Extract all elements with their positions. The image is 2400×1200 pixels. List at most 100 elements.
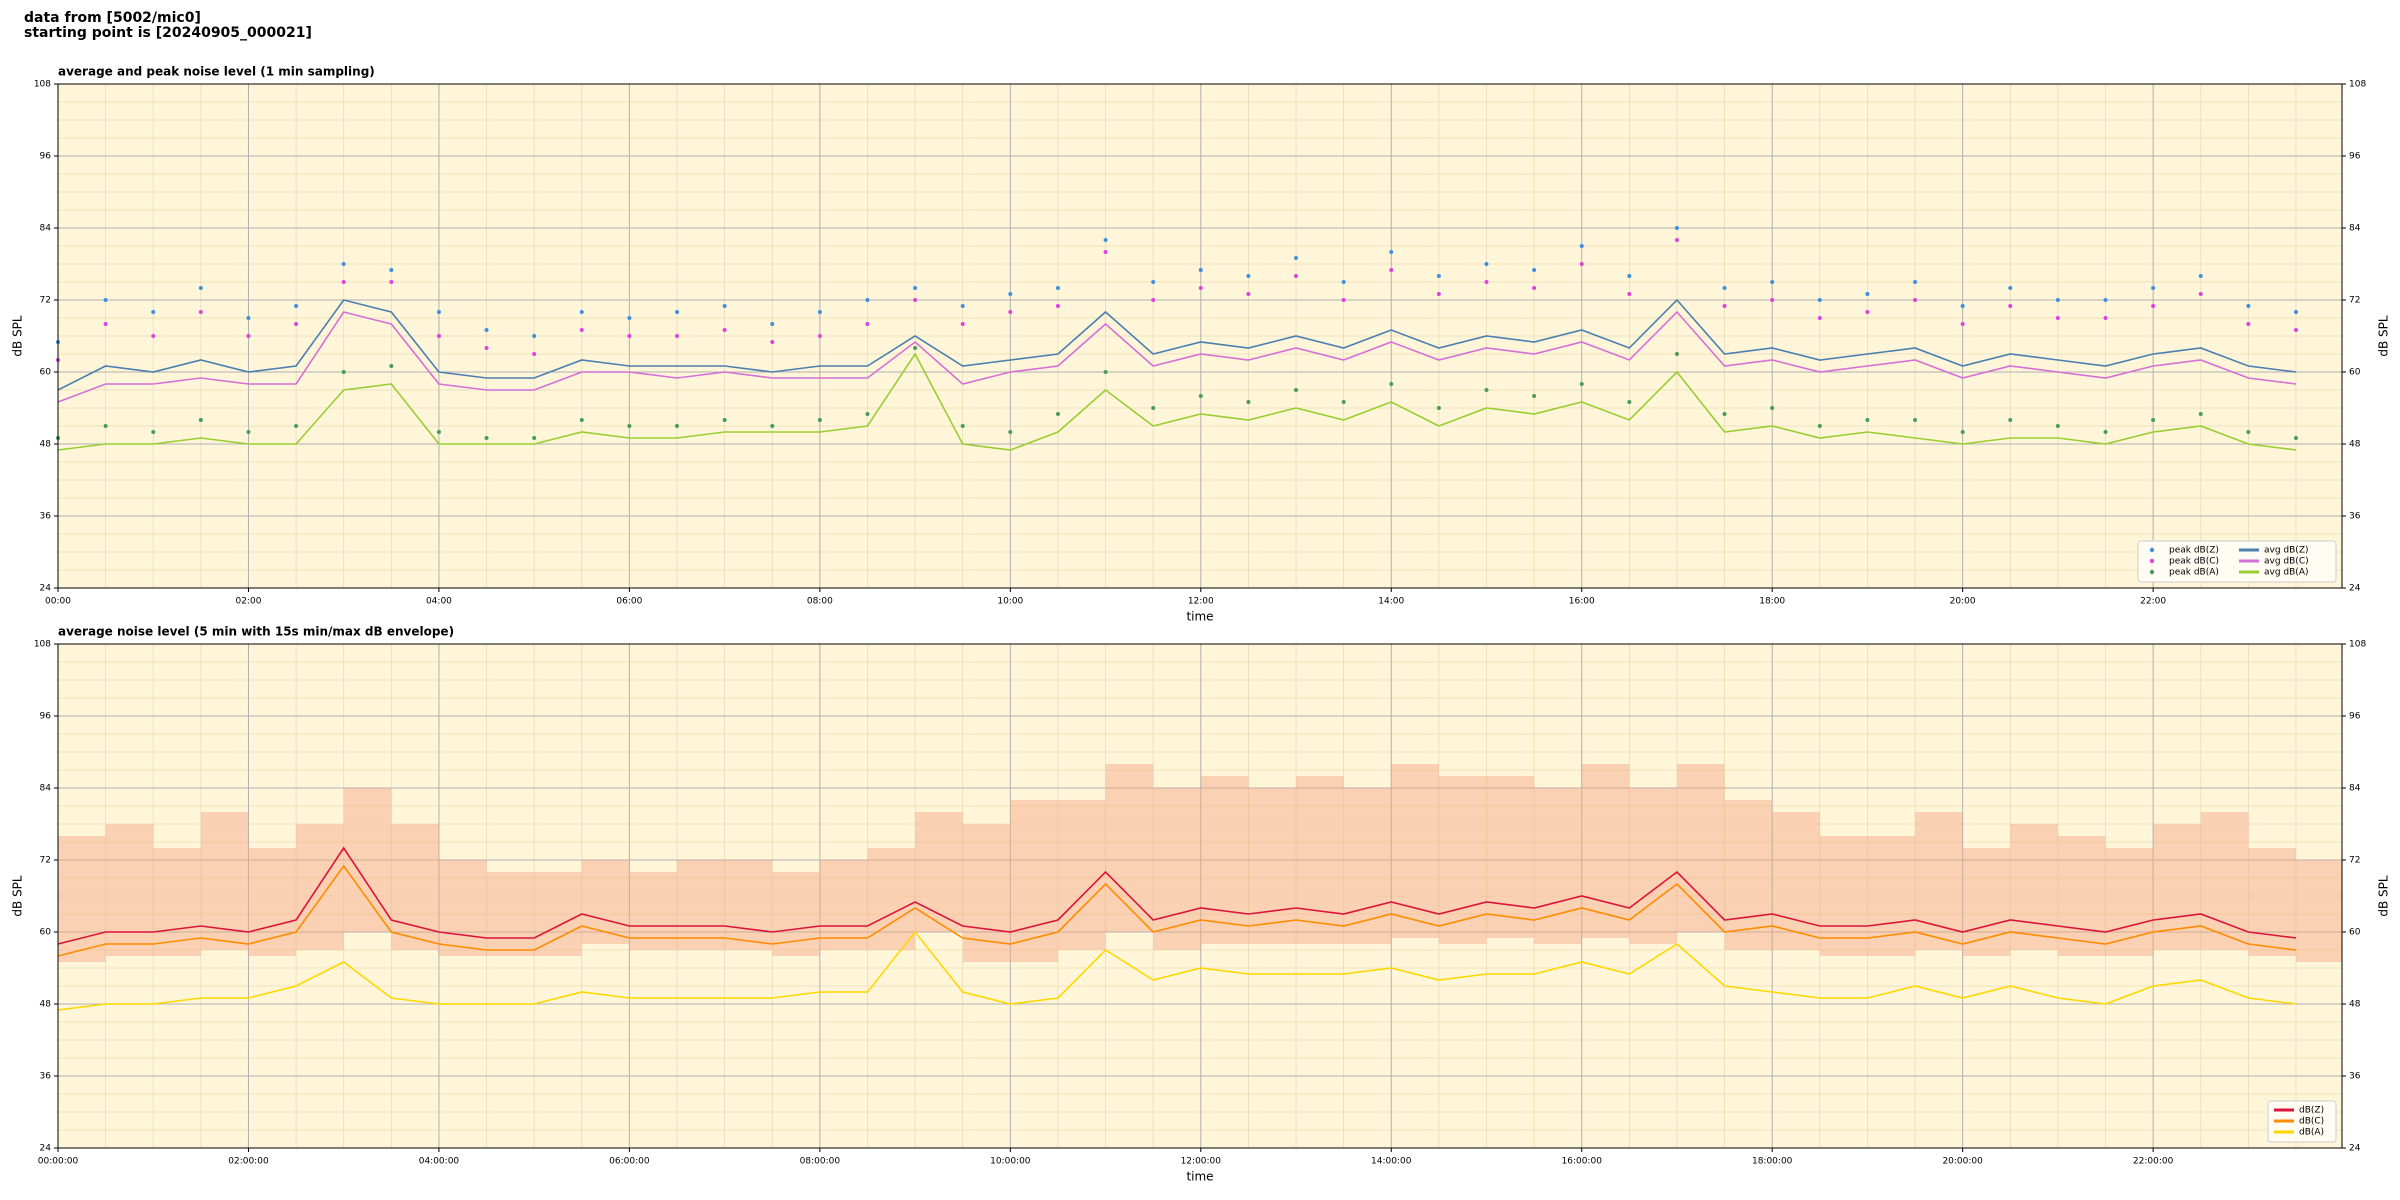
envelope-band	[1867, 836, 1916, 956]
envelope-band	[1010, 800, 1058, 962]
peak-point	[2055, 424, 2060, 428]
series-line	[57, 310, 2297, 403]
series-line	[57, 930, 2297, 1011]
y-axis-label: dB SPL	[11, 315, 25, 357]
legend-swatch	[2149, 558, 2155, 564]
x-tick-label: 08:00	[807, 597, 833, 607]
envelope-band	[486, 872, 535, 956]
peak-point	[2151, 418, 2156, 422]
envelope-band	[296, 824, 344, 950]
peak-point	[2198, 292, 2203, 296]
y-tick-label: 48	[40, 440, 52, 450]
peak-point	[865, 412, 870, 416]
x-tick-label: 06:00:00	[609, 1157, 650, 1167]
y-tick-label-right: 36	[2349, 1072, 2361, 1082]
peak-point	[1151, 280, 1156, 284]
x-tick-label: 02:00:00	[228, 1157, 269, 1167]
peak-point	[1865, 292, 1870, 296]
y-tick-label: 72	[40, 856, 51, 866]
peak-point	[1770, 298, 1775, 302]
peak-point	[1484, 280, 1489, 284]
peak-point	[1960, 322, 1965, 326]
peak-point	[103, 298, 108, 302]
legend-label: peak dB(Z)	[2169, 546, 2219, 556]
chart-title: average and peak noise level (1 min samp…	[58, 65, 375, 79]
peak-point	[1103, 250, 1108, 254]
legend-label: avg dB(A)	[2264, 568, 2308, 578]
chart-title: average noise level (5 min with 15s min/…	[58, 625, 454, 639]
peak-point	[1151, 406, 1156, 410]
peak-point	[2293, 328, 2298, 332]
y-tick-label: 60	[40, 368, 52, 378]
legend-swatch	[2149, 569, 2155, 575]
peak-point	[198, 310, 203, 314]
peak-point	[1055, 412, 1060, 416]
peak-point	[960, 304, 965, 308]
peak-point	[1389, 268, 1394, 272]
envelope-band	[1200, 776, 1249, 944]
envelope-band	[1962, 848, 2011, 956]
envelope-band	[1438, 776, 1487, 944]
peak-point	[1579, 244, 1584, 248]
y-axis-label-right: dB SPL	[2377, 315, 2391, 357]
y-tick-label: 36	[40, 512, 52, 522]
peak-point	[1722, 304, 1727, 308]
peak-point	[1294, 274, 1299, 278]
legend-box	[2137, 540, 2337, 583]
peak-point	[770, 322, 775, 326]
peak-point	[2246, 322, 2251, 326]
peak-point	[1008, 430, 1013, 434]
envelope-band	[629, 872, 678, 950]
legend-label: avg dB(C)	[2264, 557, 2309, 567]
envelope-band	[1343, 788, 1392, 944]
y-tick-label: 108	[34, 80, 51, 90]
y-tick-label-right: 96	[2349, 152, 2361, 162]
envelope-band	[1057, 800, 1106, 950]
y-tick-label: 84	[40, 784, 52, 794]
y-tick-label: 60	[40, 928, 52, 938]
legend-label: dB(Z)	[2299, 1106, 2324, 1116]
x-tick-label: 04:00:00	[419, 1157, 460, 1167]
envelope-band	[1153, 788, 1201, 950]
y-axis-label-right: dB SPL	[2377, 875, 2391, 917]
peak-point	[2198, 412, 2203, 416]
envelope-band	[1819, 836, 1868, 956]
x-tick-label: 12:00:00	[1181, 1157, 1222, 1167]
peak-point	[2151, 286, 2156, 290]
y-tick-label-right: 60	[2349, 368, 2361, 378]
y-tick-label: 24	[40, 584, 52, 594]
x-tick-label: 16:00:00	[1562, 1157, 1603, 1167]
y-axis-label: dB SPL	[11, 875, 25, 917]
envelope-band	[438, 860, 487, 956]
peak-point	[198, 286, 203, 290]
header-line: data from [5002/mic0]	[24, 10, 201, 26]
peak-point	[436, 310, 441, 314]
x-axis-label: time	[1186, 610, 1213, 624]
envelope-band	[1772, 812, 1820, 950]
envelope-band	[677, 860, 725, 950]
envelope-band	[915, 812, 963, 932]
envelope-band	[772, 872, 820, 956]
peak-point	[1817, 424, 1822, 428]
x-tick-label: 12:00	[1188, 597, 1214, 607]
peak-point	[1627, 292, 1632, 296]
peak-point	[865, 322, 870, 326]
x-tick-label: 14:00:00	[1371, 1157, 1412, 1167]
x-axis-label: time	[1186, 1170, 1213, 1184]
envelope-band	[2295, 860, 2342, 962]
peak-point	[1294, 388, 1299, 392]
series-line	[57, 352, 2297, 451]
y-tick-label-right: 108	[2349, 640, 2366, 650]
peak-point	[1579, 262, 1584, 266]
peak-point	[1341, 298, 1346, 302]
peak-point	[865, 298, 870, 302]
y-tick-label-right: 72	[2349, 296, 2360, 306]
peak-point	[2008, 286, 2013, 290]
legend-swatch	[2149, 547, 2155, 553]
peak-point	[627, 316, 632, 320]
envelope-band	[105, 824, 154, 956]
peak-point	[341, 370, 346, 374]
peak-point	[2198, 274, 2203, 278]
peak-point	[294, 424, 299, 428]
